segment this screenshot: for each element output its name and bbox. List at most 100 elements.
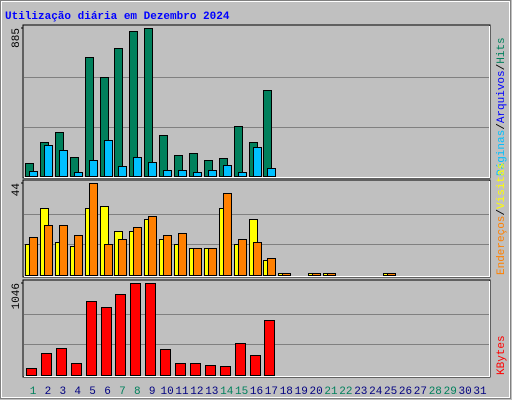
- bar: [129, 31, 138, 177]
- bar: [220, 366, 231, 376]
- bar: [74, 235, 83, 276]
- legend-entry: Endereços: [496, 216, 508, 275]
- bar: [29, 237, 38, 276]
- bar: [59, 150, 68, 177]
- bar: [235, 343, 246, 376]
- x-tick-label: 21: [324, 386, 338, 398]
- bar: [208, 170, 217, 177]
- x-tick-label: 5: [89, 386, 96, 398]
- x-tick-label: 13: [205, 386, 218, 398]
- legend-entry: Arquivos: [496, 70, 508, 123]
- x-tick-label: 15: [235, 386, 248, 398]
- bar: [193, 172, 202, 177]
- x-tick-label: 19: [295, 386, 308, 398]
- bar: [263, 90, 272, 177]
- bar: [205, 365, 216, 376]
- bar: [26, 368, 37, 376]
- x-tick-label: 1: [30, 386, 37, 398]
- bar: [133, 157, 142, 177]
- bar: [86, 301, 97, 376]
- x-tick-label: 4: [74, 386, 81, 398]
- y-tick-label: 44: [11, 183, 23, 197]
- bar: [118, 166, 127, 177]
- bar: [208, 248, 217, 276]
- x-tick-label: 7: [119, 386, 126, 398]
- legend-separator: /: [496, 64, 508, 71]
- y-tick-label: 1046: [11, 283, 23, 309]
- bar: [104, 244, 113, 276]
- bar: [44, 225, 53, 276]
- bar: [145, 283, 156, 376]
- x-tick-label: 27: [414, 386, 427, 398]
- bar: [267, 258, 276, 276]
- legend-entry: KBytes: [496, 335, 508, 375]
- bar: [253, 242, 262, 276]
- bar: [59, 225, 68, 276]
- x-tick-label: 3: [59, 386, 66, 398]
- bar: [178, 170, 187, 177]
- x-tick-label: 2: [45, 386, 52, 398]
- bar: [387, 273, 396, 276]
- legend: Endereços/Visitas: [496, 163, 508, 275]
- bar: [163, 235, 172, 276]
- x-tick-label: 31: [473, 386, 487, 398]
- bar: [163, 170, 172, 177]
- legend: KBytes: [496, 335, 508, 375]
- x-tick-label: 10: [160, 386, 173, 398]
- x-tick-label: 25: [384, 386, 397, 398]
- x-tick-label: 6: [104, 386, 111, 398]
- x-tick-label: 24: [369, 386, 383, 398]
- bar: [114, 48, 123, 177]
- bar: [115, 294, 126, 376]
- bar: [144, 28, 153, 177]
- x-tick-label: 22: [339, 386, 352, 398]
- legend-separator: /: [496, 209, 508, 216]
- x-tick-label: 28: [429, 386, 442, 398]
- bar: [101, 307, 112, 376]
- legend-entry: Visitas: [496, 163, 508, 209]
- x-tick-label: 17: [265, 386, 278, 398]
- bar: [89, 160, 98, 177]
- y-tick-label: 885: [11, 28, 23, 48]
- bar: [29, 171, 38, 177]
- bar: [264, 320, 275, 376]
- x-tick-label: 9: [149, 386, 156, 398]
- legend: Páginas/Arquivos/Hits: [496, 37, 508, 176]
- x-tick-label: 11: [175, 386, 189, 398]
- bar: [148, 216, 157, 276]
- bar: [178, 233, 187, 276]
- x-tick-label: 12: [190, 386, 203, 398]
- bar: [223, 193, 232, 276]
- bar: [327, 273, 336, 276]
- bar: [160, 349, 171, 376]
- bar: [250, 355, 261, 376]
- legend-entry: Páginas: [496, 130, 508, 176]
- x-tick-label: 20: [309, 386, 322, 398]
- bar: [282, 273, 291, 276]
- chart-title: Utilização diária em Dezembro 2024: [5, 11, 230, 23]
- bar: [253, 147, 262, 177]
- bar: [118, 239, 127, 276]
- bar: [41, 353, 52, 376]
- bar: [175, 363, 186, 376]
- x-tick-label: 14: [220, 386, 234, 398]
- bar: [223, 165, 232, 177]
- x-tick-label: 18: [280, 386, 293, 398]
- bar: [234, 126, 243, 177]
- x-tick-label: 8: [134, 386, 141, 398]
- x-tick-label: 29: [444, 386, 457, 398]
- bar: [238, 239, 247, 276]
- legend-entry: Hits: [496, 37, 508, 63]
- x-tick-label: 23: [354, 386, 367, 398]
- bar: [193, 248, 202, 276]
- bar: [130, 283, 141, 376]
- bar: [312, 273, 321, 276]
- bar: [85, 57, 94, 177]
- bar: [74, 172, 83, 177]
- bar: [238, 172, 247, 177]
- bar: [56, 348, 67, 376]
- bar: [267, 168, 276, 177]
- bar: [89, 183, 98, 276]
